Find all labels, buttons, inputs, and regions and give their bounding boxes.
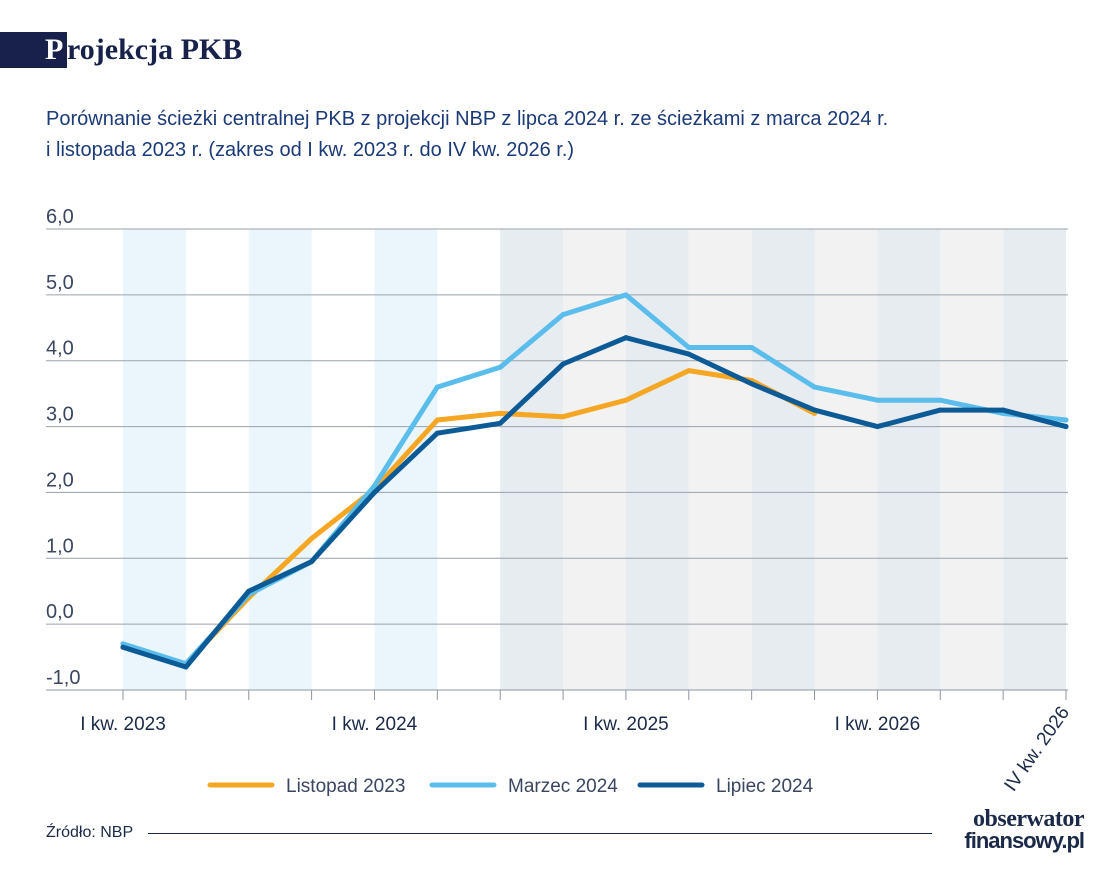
x-tick-label: I kw. 2025 <box>583 714 669 735</box>
logo-line-1: obserwator <box>973 806 1084 832</box>
data-point <box>937 407 943 413</box>
data-point <box>434 430 440 436</box>
series-lines <box>120 292 1069 670</box>
band-light-gray <box>940 229 1004 690</box>
data-point <box>434 417 440 423</box>
data-point <box>371 483 377 489</box>
data-point <box>812 407 818 413</box>
legend: Listopad 2023 Marzec 2024 Lipiec 2024 <box>207 776 814 797</box>
legend-label: Lipiec 2024 <box>716 776 814 797</box>
data-point <box>1063 424 1069 430</box>
data-point <box>497 364 503 370</box>
x-tick-label: I kw. 2026 <box>835 714 921 735</box>
brand-logo[interactable]: obserwator finansowy.pl <box>944 806 1085 853</box>
legend-label: Marzec 2024 <box>508 776 618 797</box>
data-point <box>246 588 252 594</box>
y-tick-label: 1,0 <box>46 535 74 557</box>
data-point <box>560 361 566 367</box>
data-point <box>120 644 126 650</box>
data-point <box>686 368 692 374</box>
band-gray-blue <box>1003 229 1066 690</box>
data-point <box>874 424 880 430</box>
chart-subtitle: Porównanie ścieżki centralnej PKB z proj… <box>46 104 1026 166</box>
x-tick-label: I kw. 2023 <box>80 714 166 735</box>
data-point <box>937 397 943 403</box>
y-tick-label: 4,0 <box>46 338 74 360</box>
data-point <box>183 664 189 670</box>
page-title: rojekcja PKB <box>67 33 243 66</box>
logo-line-2: finansowy.pl <box>964 828 1085 853</box>
band-light-gray <box>814 229 878 690</box>
data-point <box>686 351 692 357</box>
y-tick-label: 3,0 <box>46 404 74 426</box>
data-point <box>874 397 880 403</box>
y-tick-label: 5,0 <box>46 272 74 294</box>
band-light-blue <box>123 229 186 690</box>
subtitle-line-2: i listopada 2023 r. (zakres od I kw. 202… <box>46 139 575 161</box>
y-tick-label: 6,0 <box>46 206 74 228</box>
x-tick-label: I kw. 2024 <box>332 714 418 735</box>
title-accent-block <box>0 32 67 68</box>
band-gray-blue <box>751 229 815 690</box>
data-point <box>497 420 503 426</box>
data-point <box>749 345 755 351</box>
y-tick-label: 2,0 <box>46 469 74 491</box>
gridlines <box>46 228 1068 691</box>
band-gray-blue <box>625 229 689 690</box>
data-point <box>749 381 755 387</box>
data-point <box>812 384 818 390</box>
data-point <box>560 312 566 318</box>
y-tick-label: -1,0 <box>46 667 80 689</box>
data-point <box>560 414 566 420</box>
title-initial: P <box>45 33 64 66</box>
source-note: Źródło: NBP <box>46 824 134 841</box>
subtitle-line-1: Porównanie ścieżki centralnej PKB z proj… <box>46 108 889 130</box>
data-point <box>686 345 692 351</box>
data-point <box>623 292 629 298</box>
series-line-3 <box>120 335 1069 670</box>
y-axis-ticks: 6,0 5,0 4,0 3,0 2,0 1,0 0,0 -1,0 <box>46 206 80 689</box>
data-point <box>434 384 440 390</box>
band-light-gray <box>688 229 752 690</box>
x-tick-label: IV kw. 2026 <box>1001 703 1075 796</box>
band-gray-blue <box>877 229 941 690</box>
y-tick-label: 0,0 <box>46 601 74 623</box>
data-point <box>309 559 315 565</box>
quarter-shading-bands <box>123 229 1066 690</box>
band-gray-blue <box>500 229 564 690</box>
legend-label: Listopad 2023 <box>286 776 405 797</box>
data-point <box>623 335 629 341</box>
data-point <box>497 410 503 416</box>
data-point <box>623 397 629 403</box>
source-divider <box>148 833 932 834</box>
data-point <box>309 536 315 542</box>
data-point <box>1063 417 1069 423</box>
data-point <box>1000 407 1006 413</box>
data-point <box>371 489 377 495</box>
band-light-blue <box>248 229 312 690</box>
